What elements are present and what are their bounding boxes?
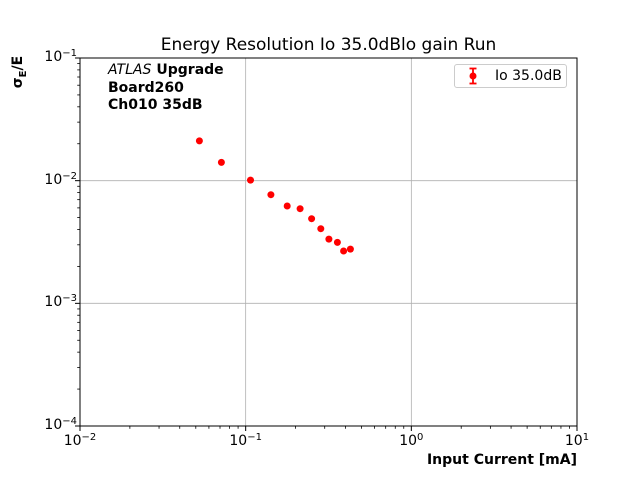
errorbar-marker-icon [469, 67, 477, 85]
data-point [217, 158, 225, 166]
y-axis-label-rest: /E [10, 55, 26, 71]
annotation-line-2: Board260 [108, 79, 184, 96]
x-tick-label: 10−1 [229, 432, 262, 450]
y-tick-label: 10−4 [44, 416, 77, 434]
data-point [346, 245, 354, 253]
y-axis-label: σE/E [10, 32, 30, 112]
annotation-line-1: ATLAS Upgrade [108, 62, 224, 80]
annotation-block: ATLAS Upgrade Board260 Ch010 35dB [108, 62, 224, 115]
data-point [296, 205, 304, 213]
data-point [340, 247, 348, 255]
annotation-line-3: Ch010 35dB [108, 97, 203, 113]
data-point [247, 176, 254, 184]
annotation-upgrade: Upgrade [156, 62, 224, 78]
annotation-experiment: ATLAS [108, 62, 152, 78]
y-tick-label: 10−1 [44, 48, 77, 66]
x-tick-label: 10−2 [63, 432, 97, 450]
x-tick-label: 101 [564, 432, 590, 450]
data-point [308, 215, 316, 223]
data-point [325, 235, 333, 243]
data-point [195, 137, 203, 145]
data-point [283, 202, 291, 210]
y-tick-label: 10−3 [44, 293, 77, 311]
legend-box: Io 35.0dB [454, 64, 567, 88]
y-axis-label-subscript: E [17, 70, 29, 78]
data-point [267, 191, 275, 199]
y-tick-label: 10−2 [44, 170, 77, 188]
x-tick-label: 100 [399, 432, 424, 450]
data-point [317, 225, 325, 233]
y-axis-label-sigma: σ [10, 77, 26, 89]
chart-title: Energy Resolution Io 35.0dBlo gain Run [160, 35, 497, 55]
legend-label: Io 35.0dB [495, 68, 562, 84]
data-point [333, 238, 341, 246]
x-axis-label: Input Current [mA] [426, 452, 577, 468]
plot-frame [79, 57, 578, 427]
